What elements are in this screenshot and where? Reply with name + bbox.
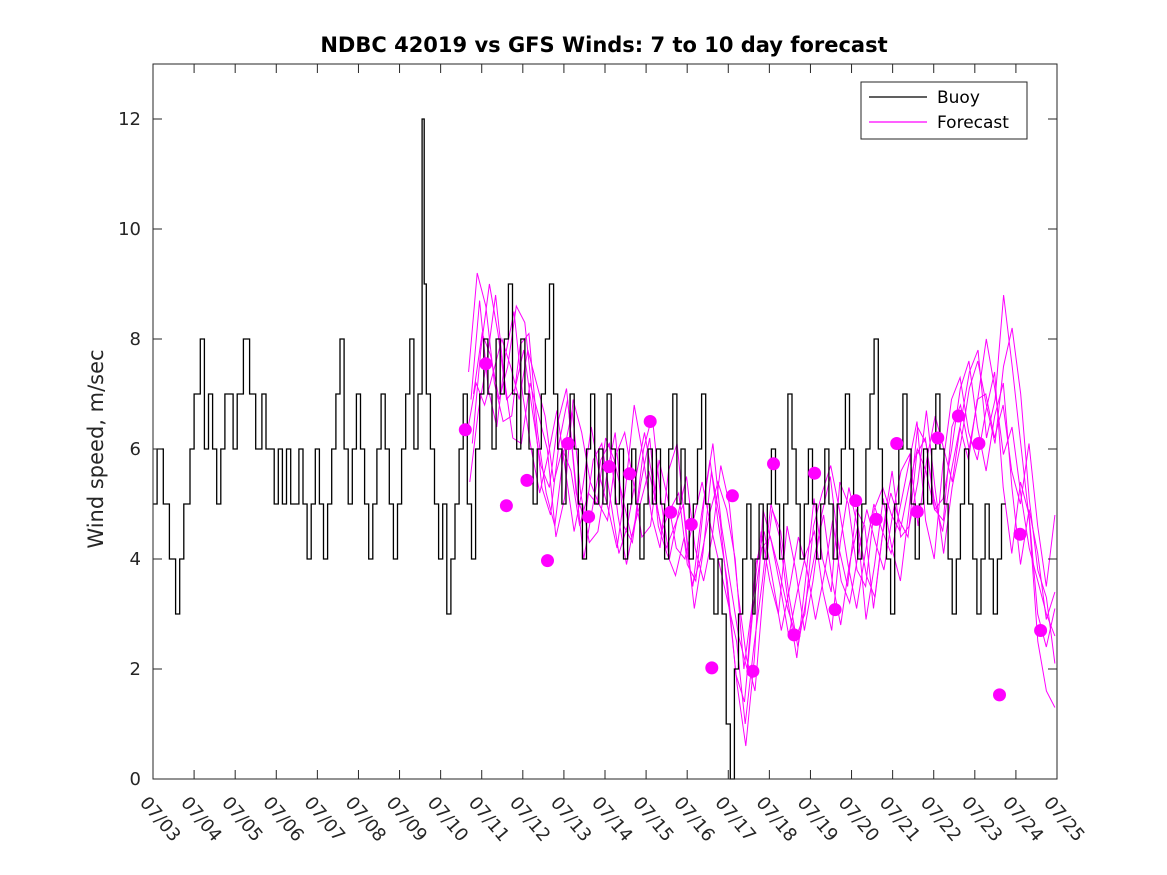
forecast-dot-27 bbox=[1013, 527, 1027, 541]
forecast-line-0 bbox=[466, 337, 1056, 670]
forecast-dot-10 bbox=[664, 505, 678, 519]
plot-background bbox=[153, 64, 1057, 779]
forecast-dot-20 bbox=[869, 512, 883, 526]
forecast-dot-6 bbox=[582, 510, 596, 524]
forecast-dot-15 bbox=[767, 457, 780, 471]
forecast-dot-3 bbox=[520, 473, 534, 487]
forecast-dot-18 bbox=[828, 603, 842, 617]
forecast-dot-7 bbox=[602, 460, 616, 474]
forecast-dot-14 bbox=[746, 664, 760, 678]
forecast-dot-11 bbox=[684, 517, 698, 531]
forecast-dot-23 bbox=[931, 431, 945, 445]
forecast-dot-28 bbox=[1034, 624, 1048, 637]
buoy-layer bbox=[153, 118, 1006, 780]
buoy-line bbox=[153, 118, 1006, 780]
forecast-dot-25 bbox=[972, 437, 986, 450]
forecast-dot-21 bbox=[890, 437, 904, 450]
legend-label-forecast: Forecast bbox=[937, 113, 1009, 133]
plot-area bbox=[153, 64, 1057, 779]
y-tick-label-6: 12 bbox=[118, 109, 141, 130]
forecast-dot-26 bbox=[993, 688, 1006, 702]
forecast-dot-8 bbox=[623, 467, 637, 481]
forecast-dot-16 bbox=[787, 628, 801, 642]
forecast-dot-22 bbox=[910, 505, 924, 519]
forecast-dot-13 bbox=[725, 489, 739, 503]
forecast-dot-5 bbox=[561, 437, 575, 450]
y-tick-label-1: 2 bbox=[130, 659, 141, 680]
forecast-dot-24 bbox=[951, 409, 965, 423]
y-tick-label-0: 0 bbox=[130, 769, 141, 790]
forecast-dot-12 bbox=[705, 661, 719, 675]
forecast-dot-2 bbox=[499, 499, 513, 513]
forecast-dot-0 bbox=[458, 423, 472, 437]
y-tick-label-3: 6 bbox=[130, 439, 141, 460]
y-tick-label-4: 8 bbox=[130, 329, 141, 350]
chart-title: NDBC 42019 vs GFS Winds: 7 to 10 day for… bbox=[320, 33, 887, 57]
y-tick-label-2: 4 bbox=[130, 549, 141, 570]
legend: Buoy Forecast bbox=[860, 81, 1028, 140]
y-axis-label: Wind speed, m/sec bbox=[84, 349, 108, 548]
forecast-dots bbox=[458, 357, 1048, 702]
forecast-dot-19 bbox=[849, 494, 863, 508]
y-tick-label-5: 10 bbox=[118, 219, 141, 240]
legend-label-buoy: Buoy bbox=[937, 88, 980, 108]
forecast-dot-4 bbox=[541, 554, 554, 568]
forecast-line-2 bbox=[469, 294, 1056, 725]
forecast-dot-1 bbox=[479, 357, 493, 371]
forecast-dot-17 bbox=[808, 466, 822, 480]
forecast-dot-9 bbox=[643, 415, 657, 428]
legend-box bbox=[860, 81, 1028, 140]
